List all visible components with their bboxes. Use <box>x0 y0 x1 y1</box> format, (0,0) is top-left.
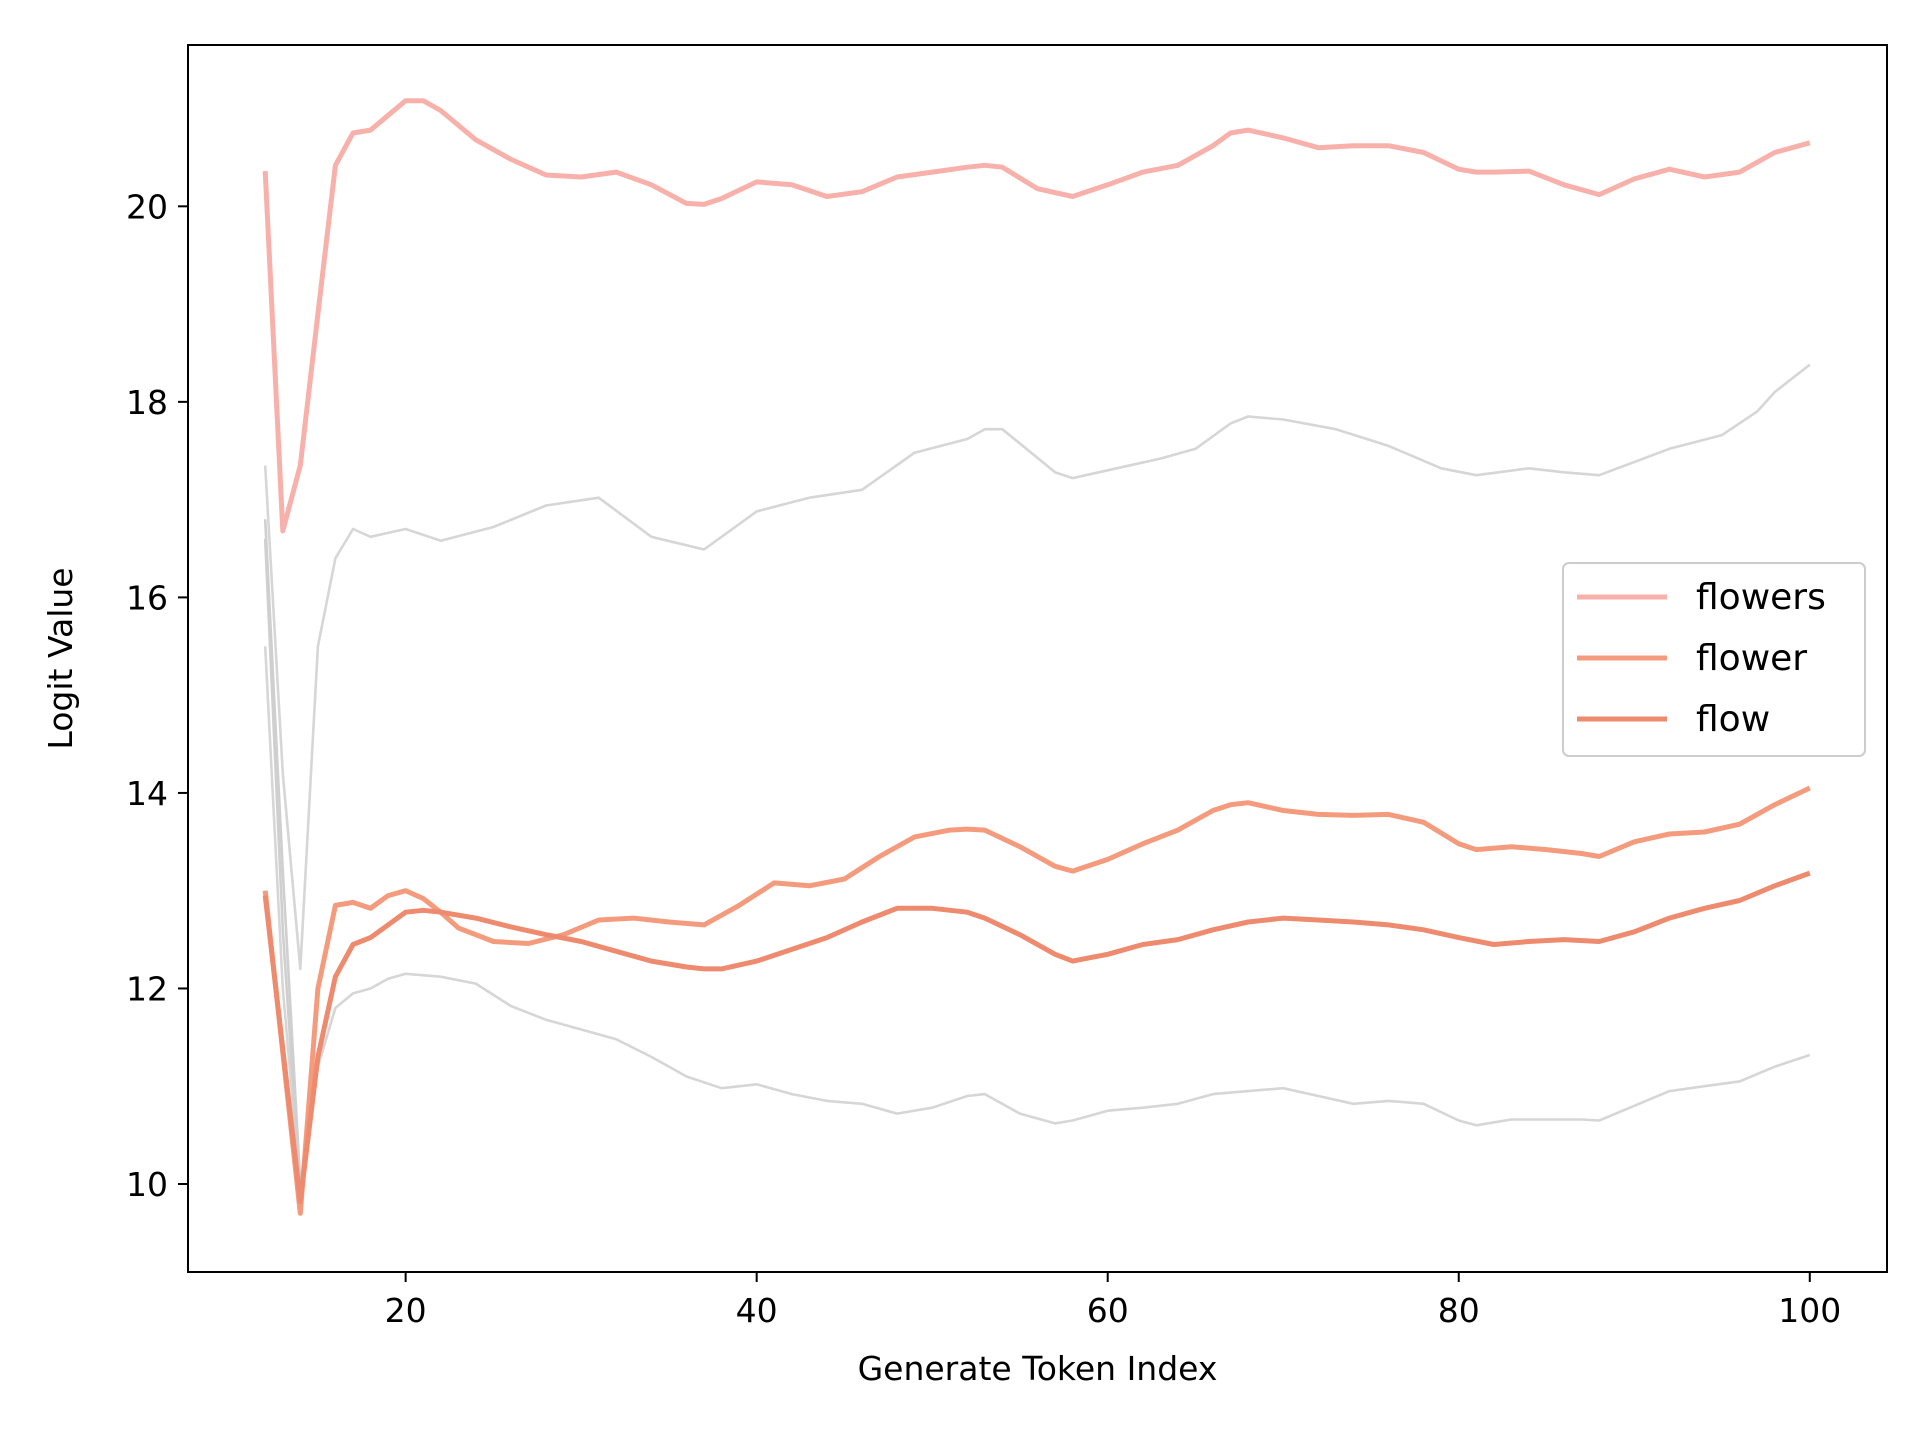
background-lines <box>263 363 1811 1194</box>
x-tick-label-80: 80 <box>1438 1291 1480 1330</box>
y-tick-label-20: 20 <box>126 187 168 226</box>
x-tick-label-20: 20 <box>385 1291 427 1330</box>
series-line-flow <box>262 870 1811 1205</box>
background-line-4 <box>263 538 302 1194</box>
x-tick-label-60: 60 <box>1087 1291 1129 1330</box>
y-tick-label-14: 14 <box>126 774 168 813</box>
plot-area-frame <box>187 44 1888 1273</box>
x-axis-ticks: 20 40 60 80 100 <box>385 1272 1841 1330</box>
legend-box <box>1562 562 1866 757</box>
y-tick-label-18: 18 <box>126 383 168 422</box>
y-tick-label-16: 16 <box>126 578 168 617</box>
legend-label-flowers: flowers <box>1696 577 1826 618</box>
legend: flowers flower flow <box>1562 562 1866 757</box>
series-line-flower <box>262 785 1811 1216</box>
background-line-1 <box>263 363 1811 971</box>
x-tick-label-100: 100 <box>1778 1291 1841 1330</box>
y-axis-label: Logit Value <box>41 567 80 749</box>
series-lines <box>262 98 1811 1216</box>
y-axis-ticks: 10 12 14 16 18 20 <box>126 187 188 1204</box>
series-line-flowers <box>262 98 1811 534</box>
y-tick-label-10: 10 <box>126 1165 168 1204</box>
y-tick-label-12: 12 <box>126 969 168 1008</box>
legend-label-flow: flow <box>1696 699 1770 740</box>
x-axis-label: Generate Token Index <box>858 1349 1218 1388</box>
x-tick-label-40: 40 <box>736 1291 778 1330</box>
background-line-3 <box>263 519 302 1185</box>
legend-label-flower: flower <box>1696 638 1807 679</box>
background-line-2 <box>263 646 1811 1191</box>
